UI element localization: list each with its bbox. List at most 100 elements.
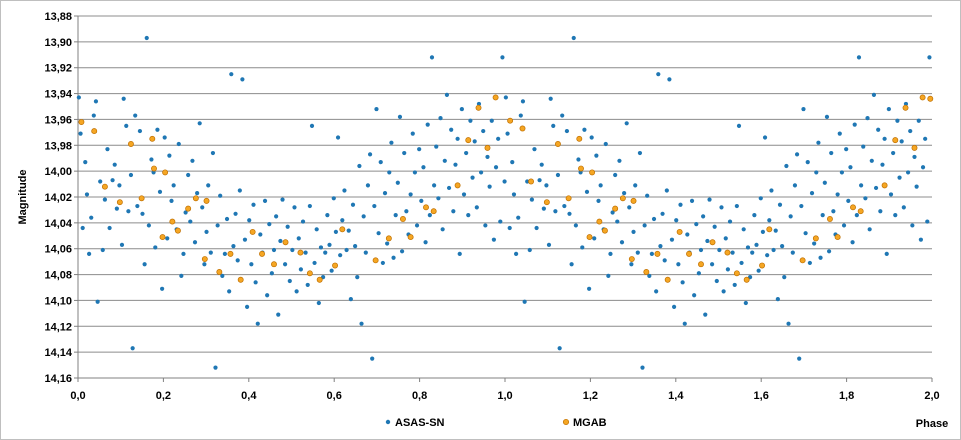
asas-sn-point — [210, 150, 216, 156]
x-tick-label: 0,8 — [412, 390, 427, 402]
asas-sn-point — [455, 136, 460, 141]
mgab-point — [271, 261, 277, 268]
asas-sn-point — [642, 223, 647, 228]
asas-sn-point — [803, 231, 808, 236]
asas-sn-point — [571, 35, 576, 41]
asas-sn-point — [278, 238, 283, 244]
asas-sn-point — [837, 131, 842, 136]
asas-sn-point — [119, 242, 125, 247]
asas-sn-point — [923, 136, 928, 141]
asas-sn-point — [240, 77, 245, 82]
asas-sn-point — [146, 223, 151, 228]
asas-sn-point — [195, 191, 200, 196]
asas-sn-point — [190, 158, 195, 163]
asas-sn-point — [818, 255, 823, 260]
asas-sn-point — [844, 147, 849, 152]
asas-sn-point — [809, 191, 815, 196]
mgab-point — [857, 208, 864, 215]
asas-sn-point — [732, 282, 737, 288]
asas-sn-point — [121, 96, 126, 101]
asas-sn-point — [338, 253, 343, 258]
asas-sn-point — [124, 123, 129, 128]
asas-sn-point — [181, 251, 186, 256]
asas-sn-point — [582, 127, 587, 132]
mgab-point — [596, 218, 603, 225]
asas-sn-point — [671, 304, 677, 309]
asas-sn-point — [222, 251, 227, 256]
asas-sn-point — [594, 153, 599, 158]
asas-sn-point — [244, 304, 250, 309]
asas-sn-point — [694, 222, 699, 227]
asas-sn-point — [518, 113, 523, 118]
asas-sn-point — [539, 162, 544, 167]
asas-sn-point — [397, 114, 403, 119]
asas-sn-point — [627, 205, 632, 210]
asas-sn-point — [87, 251, 92, 256]
asas-sn-point — [736, 123, 742, 128]
asas-sn-point — [587, 286, 592, 291]
asas-sn-point — [355, 275, 360, 280]
asas-sn-point — [376, 231, 381, 236]
asas-sn-point — [584, 189, 590, 194]
asas-sn-point — [165, 236, 170, 241]
asas-sn-point — [769, 188, 774, 193]
y-tick-label: 13,94 — [44, 89, 72, 101]
asas-sn-point — [176, 141, 181, 147]
mgab-point — [423, 204, 429, 211]
asas-sn-point — [727, 219, 733, 224]
asas-sn-point — [197, 121, 202, 126]
mgab-point — [159, 234, 166, 241]
x-tick-label: 0,6 — [327, 390, 342, 402]
asas-sn-point — [389, 140, 394, 145]
asas-sn-point — [237, 188, 242, 193]
asas-sn-point — [350, 202, 356, 207]
asas-sn-point — [859, 183, 864, 188]
series-mgab-points — [78, 94, 934, 283]
asas-sn-point — [527, 247, 532, 253]
y-tick-label: 13,88 — [44, 11, 72, 23]
asas-sn-point — [617, 158, 622, 163]
mgab-point — [282, 239, 289, 246]
asas-sn-point — [202, 262, 207, 267]
asas-sn-point — [171, 183, 176, 188]
asas-sn-point — [564, 128, 570, 134]
asas-sn-point — [703, 312, 708, 317]
asas-sn-point — [367, 152, 373, 157]
asas-sn-point — [829, 150, 834, 156]
mgab-point — [316, 276, 323, 283]
asas-sn-point — [529, 197, 535, 202]
asas-sn-point — [220, 273, 225, 278]
asas-sn-point — [777, 202, 783, 207]
asas-sn-point — [760, 229, 766, 235]
asas-sn-point — [667, 77, 672, 82]
mgab-point — [116, 199, 123, 206]
asas-sn-point — [664, 188, 669, 193]
axes — [74, 15, 933, 382]
asas-sn-point — [908, 128, 913, 134]
asas-sn-point — [427, 213, 432, 218]
asas-sn-point — [489, 118, 494, 123]
mgab-point — [192, 195, 199, 202]
series-asas-sn-points — [76, 35, 932, 370]
asas-sn-point — [83, 159, 88, 165]
asas-sn-point — [918, 237, 923, 242]
asas-sn-point — [100, 247, 105, 253]
asas-sn-point — [651, 216, 657, 222]
asas-sn-point — [385, 241, 390, 246]
mgab-point — [297, 249, 304, 256]
asas-sn-point — [780, 244, 785, 249]
asas-sn-point — [408, 192, 413, 197]
asas-sn-point — [573, 223, 578, 228]
mgab-point — [484, 144, 491, 151]
asas-sn-point — [637, 150, 643, 156]
asas-sn-point — [485, 154, 490, 160]
legend: ASAS-SN MGAB — [385, 417, 607, 429]
y-tick-label: 14,10 — [44, 295, 72, 307]
asas-sn-point — [491, 237, 496, 242]
asas-sn-point — [167, 153, 172, 158]
asas-sn-point — [658, 244, 663, 249]
mgab-point — [151, 165, 157, 172]
asas-sn-point — [481, 128, 486, 134]
asas-sn-point — [867, 227, 872, 232]
